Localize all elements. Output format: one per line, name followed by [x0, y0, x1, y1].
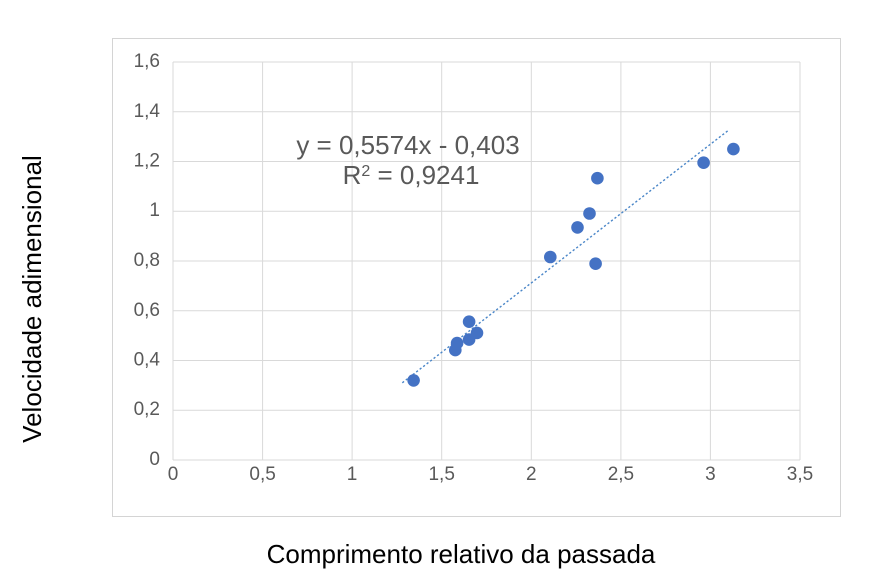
svg-text:0,2: 0,2 — [134, 399, 160, 420]
svg-text:1,4: 1,4 — [134, 101, 161, 122]
svg-text:3: 3 — [705, 464, 716, 485]
svg-text:1,2: 1,2 — [134, 151, 160, 172]
svg-text:2: 2 — [526, 464, 537, 485]
svg-text:2,5: 2,5 — [608, 464, 634, 485]
svg-text:0: 0 — [149, 449, 160, 470]
svg-text:0,5: 0,5 — [249, 464, 275, 485]
svg-text:0,4: 0,4 — [134, 350, 161, 371]
svg-text:0,8: 0,8 — [134, 250, 160, 271]
svg-text:Velocidade adimensional: Velocidade adimensional — [17, 155, 47, 443]
svg-text:3,5: 3,5 — [787, 464, 813, 485]
svg-text:1: 1 — [149, 200, 160, 221]
svg-text:y = 0,5574x - 0,403: y = 0,5574x - 0,403 — [296, 130, 519, 160]
svg-text:1,6: 1,6 — [134, 51, 160, 72]
svg-text:0: 0 — [168, 464, 179, 485]
svg-text:1,5: 1,5 — [428, 464, 454, 485]
svg-text:0,6: 0,6 — [134, 300, 160, 321]
svg-text:1: 1 — [347, 464, 358, 485]
svg-text:R2 = 0,9241: R2 = 0,9241 — [343, 160, 480, 190]
svg-text:Comprimento relativo da passad: Comprimento relativo da passada — [267, 539, 656, 569]
